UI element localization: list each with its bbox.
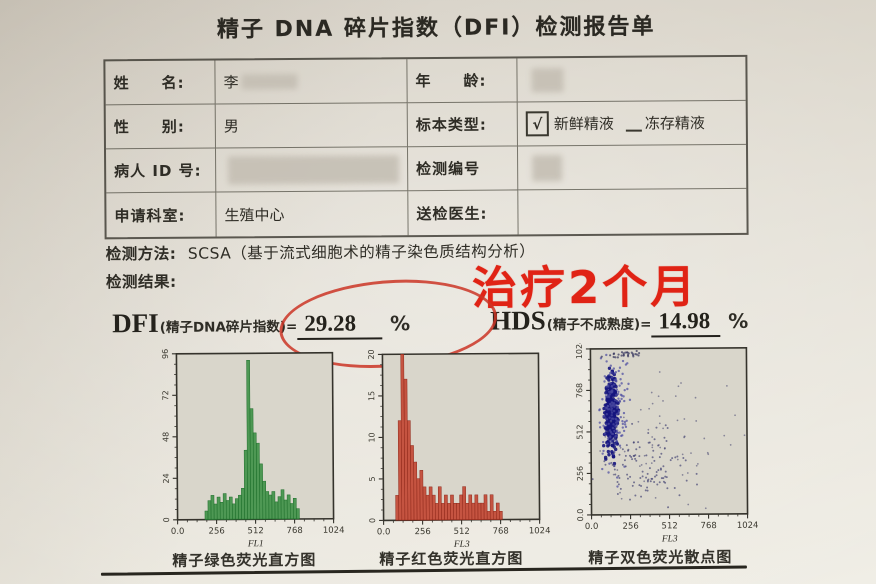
green-histogram-svg: 0.0 256 512 768 1024 0 24 48 72 96 FL1	[146, 347, 352, 552]
svg-text:15: 15	[367, 391, 376, 401]
report-title: 精子 DNA 碎片指数（DFI）检测报告单	[0, 7, 874, 45]
hds-unit: %	[728, 309, 748, 333]
empty-checkbox-line	[626, 115, 642, 131]
specimen-fresh-label: 新鲜精液	[554, 113, 614, 134]
doctor-label: 送检医生:	[408, 190, 518, 235]
hds-paren: (精子不成熟度)=	[547, 313, 652, 334]
svg-text:FL1: FL1	[247, 539, 264, 549]
green-histogram-caption: 精子绿色荧光直方图	[147, 549, 342, 571]
svg-text:1024: 1024	[529, 526, 551, 536]
svg-text:0.0: 0.0	[576, 509, 585, 522]
dfi-abbr: DFI	[112, 308, 159, 339]
svg-text:1024: 1024	[737, 521, 759, 531]
redaction-blur	[228, 155, 399, 184]
svg-text:96: 96	[161, 349, 170, 359]
redaction-blur	[241, 74, 297, 89]
gender-label: 性 别:	[106, 105, 216, 150]
svg-text:256: 256	[415, 527, 431, 537]
svg-text:10: 10	[367, 432, 376, 442]
specimen-type-label: 标本类型:	[408, 102, 518, 147]
chart-dual-color-scatter: 0.0 256 512 768 1024 0.0 256 512 768 1024 FL3	[560, 342, 766, 547]
department-value: 生殖中心	[216, 191, 408, 236]
svg-text:20: 20	[367, 349, 376, 359]
svg-text:512: 512	[661, 521, 677, 531]
test-result-line: 检测结果:	[106, 270, 183, 293]
checked-checkbox: √	[526, 111, 549, 136]
svg-text:512: 512	[575, 424, 584, 439]
checkmark-icon: √	[532, 115, 542, 133]
name-text: 李	[223, 71, 238, 92]
svg-text:1024: 1024	[323, 526, 345, 536]
test-method-label: 检测方法:	[106, 245, 177, 263]
svg-text:256: 256	[622, 522, 638, 532]
svg-text:48: 48	[161, 432, 170, 442]
scatter-plot-svg: 0.0 256 512 768 1024 0.0 256 512 768 1024 FL3	[560, 342, 766, 547]
specimen-type-value: √ 新鲜精液 冻存精液	[518, 101, 746, 147]
patient-id-value	[216, 147, 408, 192]
dfi-paren: (精子DNA碎片指数)=	[160, 315, 298, 336]
gender-value: 男	[216, 103, 408, 148]
svg-text:0: 0	[162, 517, 171, 522]
svg-text:FL3: FL3	[661, 534, 678, 544]
svg-text:0: 0	[368, 518, 377, 523]
patient-id-label: 病人 ID 号:	[106, 149, 216, 194]
svg-text:0.0: 0.0	[585, 522, 599, 532]
svg-text:256: 256	[209, 526, 225, 536]
svg-text:256: 256	[576, 466, 585, 481]
department-label: 申请科室:	[106, 193, 216, 238]
redaction-blur	[532, 155, 562, 181]
red-histogram-caption: 精子红色荧光直方图	[354, 547, 549, 569]
svg-text:512: 512	[454, 527, 470, 537]
svg-text:0.0: 0.0	[377, 527, 391, 537]
specimen-frozen-label: 冻存精液	[645, 112, 705, 133]
svg-text:768: 768	[575, 383, 584, 398]
doctor-value	[518, 189, 746, 235]
svg-text:5: 5	[368, 476, 377, 481]
svg-text:512: 512	[248, 526, 264, 536]
test-number-label: 检测编号	[408, 146, 518, 191]
age-value	[517, 57, 745, 103]
hds-abbr: HDS	[490, 305, 546, 336]
svg-text:768: 768	[700, 521, 716, 531]
svg-text:72: 72	[161, 390, 170, 400]
name-value: 李	[215, 59, 407, 104]
svg-text:768: 768	[287, 526, 303, 536]
redaction-blur	[531, 68, 563, 92]
svg-text:768: 768	[493, 527, 509, 537]
chart-green-histogram: 0.0 256 512 768 1024 0 24 48 72 96 FL1	[146, 347, 352, 552]
svg-text:1024: 1024	[575, 342, 584, 360]
patient-info-table: 姓 名: 李 年 龄: 性 别: 男 标本类型: √ 新鲜精液 冻存精液 病人 …	[103, 55, 748, 239]
test-number-value	[518, 145, 746, 191]
hds-result: HDS (精子不成熟度)= 14.98 %	[490, 304, 748, 339]
svg-text:0.0: 0.0	[171, 527, 185, 537]
hds-value: 14.98	[651, 308, 720, 337]
svg-text:24: 24	[162, 473, 171, 483]
age-label: 年 龄:	[407, 58, 517, 103]
name-label: 姓 名:	[105, 61, 215, 106]
test-result-label: 检测结果:	[106, 273, 177, 291]
